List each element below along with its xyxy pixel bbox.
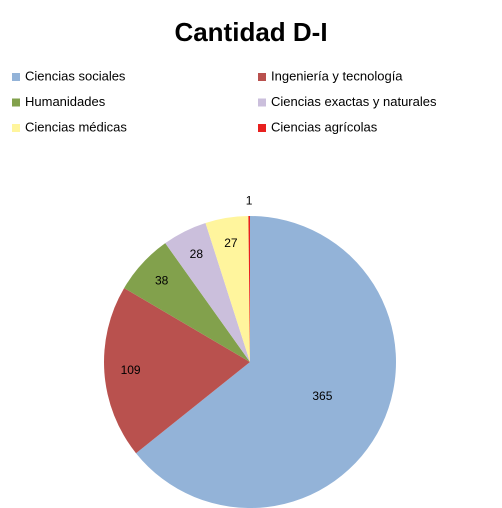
chart-title: Cantidad D-I (174, 17, 327, 47)
pie-slice (205, 216, 250, 362)
data-label: 1 (246, 194, 253, 208)
legend-swatch (12, 98, 20, 107)
pie-slice (135, 216, 397, 508)
pie-slice (104, 288, 250, 454)
legend-swatch (12, 73, 20, 81)
pie-slice (165, 222, 250, 362)
legend-swatch (258, 73, 266, 81)
data-label: 38 (155, 273, 169, 287)
legend-label: Ingeniería y tecnología (271, 68, 403, 83)
pie-slice (248, 216, 250, 362)
pie-slice (124, 243, 250, 362)
data-label: 28 (190, 247, 204, 261)
legend-swatch (12, 124, 20, 132)
legend-swatch (258, 98, 266, 107)
legend-label: Ciencias exactas y naturales (271, 94, 437, 109)
data-label: 365 (312, 389, 332, 403)
legend-swatch (258, 124, 266, 132)
data-label: 27 (224, 236, 238, 250)
legend-label: Ciencias médicas (25, 119, 127, 134)
data-label: 109 (121, 363, 141, 377)
legend-label: Ciencias sociales (25, 68, 126, 83)
legend-label: Ciencias agrícolas (271, 119, 378, 134)
legend-label: Humanidades (25, 94, 106, 109)
